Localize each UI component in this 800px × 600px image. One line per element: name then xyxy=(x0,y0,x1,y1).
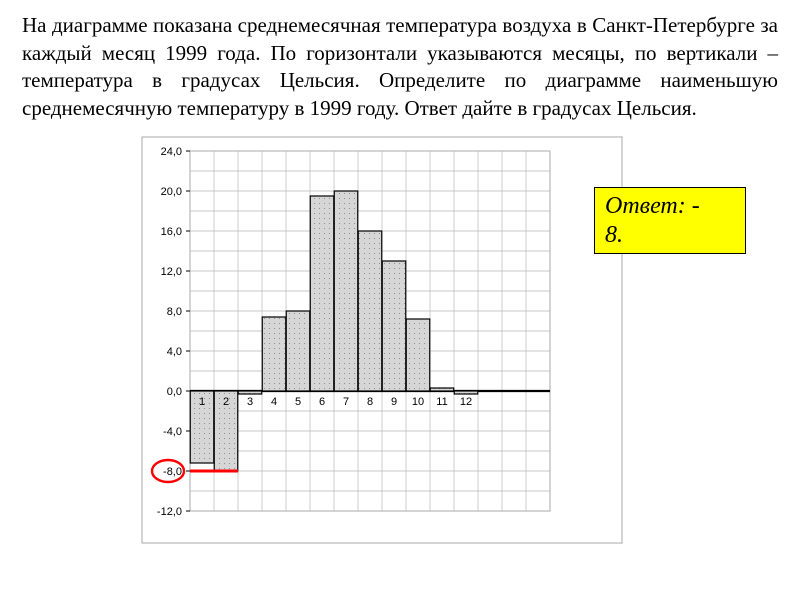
svg-text:24,0: 24,0 xyxy=(161,146,182,158)
svg-text:-4,0: -4,0 xyxy=(163,426,182,438)
svg-text:-12,0: -12,0 xyxy=(157,506,182,518)
answer-box: Ответ: - 8. xyxy=(594,187,746,255)
answer-value: 8. xyxy=(605,222,623,248)
svg-text:1: 1 xyxy=(199,396,205,408)
svg-text:5: 5 xyxy=(295,396,301,408)
answer-label: Ответ: xyxy=(605,193,686,219)
svg-text:12,0: 12,0 xyxy=(161,266,182,278)
svg-text:4,0: 4,0 xyxy=(167,346,182,358)
svg-text:12: 12 xyxy=(460,396,472,408)
chart-container: -12,0-8,0-4,00,04,08,012,016,020,024,012… xyxy=(22,131,782,551)
svg-text:-8,0: -8,0 xyxy=(163,466,182,478)
svg-text:7: 7 xyxy=(343,396,349,408)
svg-text:0,0: 0,0 xyxy=(167,386,182,398)
svg-text:11: 11 xyxy=(436,396,447,408)
svg-text:8,0: 8,0 xyxy=(167,306,182,318)
svg-text:8: 8 xyxy=(367,396,373,408)
svg-text:20,0: 20,0 xyxy=(161,186,182,198)
answer-minus: - xyxy=(692,193,700,219)
problem-text: На диаграмме показана среднемесячная тем… xyxy=(22,12,778,123)
svg-text:3: 3 xyxy=(247,396,253,408)
svg-text:2: 2 xyxy=(223,396,229,408)
svg-text:10: 10 xyxy=(412,396,424,408)
svg-text:16,0: 16,0 xyxy=(161,226,182,238)
svg-text:9: 9 xyxy=(391,396,397,408)
svg-text:6: 6 xyxy=(319,396,325,408)
svg-text:4: 4 xyxy=(271,396,277,408)
